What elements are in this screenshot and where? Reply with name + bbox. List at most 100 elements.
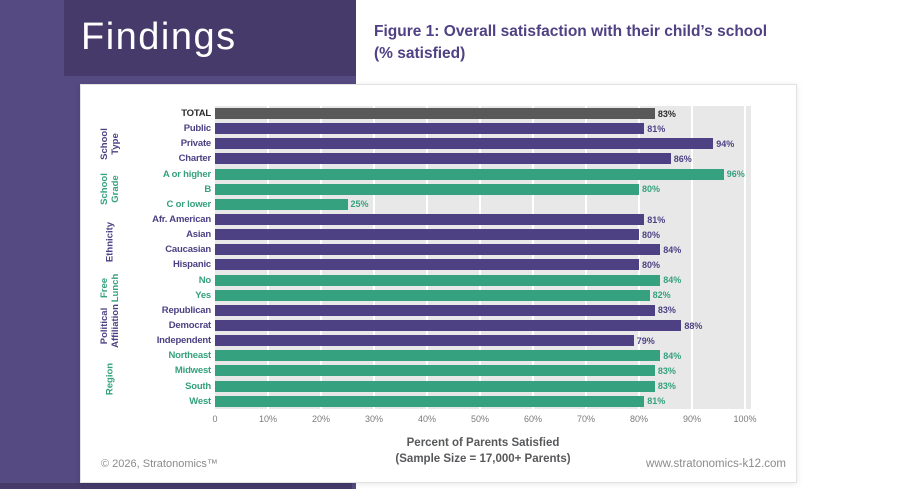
bar-value: 25%	[350, 199, 369, 210]
gridline	[267, 106, 269, 409]
bar-value: 81%	[647, 123, 666, 134]
row-label: TOTAL	[181, 108, 211, 120]
tick-label: 0	[212, 414, 218, 424]
figure-title: Figure 1: Overall satisfaction with thei…	[374, 23, 768, 62]
chart-row: Republican 83%	[141, 303, 751, 318]
group-rows: Republican 83% Democrat 88% Independent 79%	[141, 303, 751, 348]
bar-track: 81%	[215, 121, 751, 136]
bar	[215, 153, 671, 165]
row-label: Northeast	[168, 350, 211, 362]
bar-value: 96%	[726, 169, 745, 180]
section-title: Findings	[81, 15, 237, 58]
bar-track: 86%	[215, 151, 751, 166]
group-label: Free Lunch	[99, 273, 121, 302]
bar-value: 82%	[652, 290, 671, 301]
bar-value: 80%	[642, 259, 661, 270]
group-label: School Grade	[99, 173, 121, 206]
bar	[215, 168, 724, 180]
gridline	[744, 106, 746, 409]
row-label: West	[189, 395, 211, 407]
bar	[215, 198, 348, 210]
bar-track: 84%	[215, 242, 751, 257]
gridline	[638, 106, 640, 409]
bar-track: 82%	[215, 288, 751, 303]
bar-value: 80%	[642, 229, 661, 240]
row-label: Yes	[195, 289, 211, 301]
bar-track: 81%	[215, 212, 751, 227]
bar	[215, 123, 645, 135]
row-label: No	[198, 274, 211, 286]
group-label: School Type	[99, 128, 121, 160]
bar	[215, 259, 639, 271]
row-label: Charter	[178, 153, 212, 165]
bar-value: 80%	[642, 184, 661, 195]
bar-value: 83%	[657, 305, 676, 316]
chart-row: Charter 86%	[141, 151, 751, 166]
chart-group: TOTAL 83%	[81, 106, 751, 121]
bar-value: 84%	[663, 244, 682, 255]
gridline	[585, 106, 587, 409]
tick-label: 80%	[629, 414, 649, 424]
group-label: Ethnicity	[104, 222, 116, 263]
bar	[215, 350, 661, 362]
row-label: Midwest	[174, 365, 211, 377]
bar-value: 83%	[657, 108, 676, 119]
group-rows: No 84% Yes 82%	[141, 273, 751, 303]
chart-row: B 80%	[141, 182, 751, 197]
chart-row: Caucasian 84%	[141, 242, 751, 257]
bar-value: 88%	[684, 320, 703, 331]
bar	[215, 365, 655, 377]
gridline	[479, 106, 481, 409]
chart-group: Free Lunch No 84% Yes 82%	[81, 273, 751, 303]
gridline	[691, 106, 693, 409]
gridline	[373, 106, 375, 409]
bar-value: 83%	[657, 381, 676, 392]
chart-row: Public 81%	[141, 121, 751, 136]
chart-card: TOTAL 83% School Type Public 81% Private 94% Ch…	[80, 84, 797, 483]
chart-row: No 84%	[141, 273, 751, 288]
row-label: Asian	[186, 229, 211, 241]
group-label-cell: School Grade	[81, 167, 141, 212]
bar-value: 83%	[657, 365, 676, 376]
tick-label: 40%	[417, 414, 437, 424]
tick-label: 100%	[733, 414, 757, 424]
chart-row: Private 94%	[141, 136, 751, 151]
chart-row: Afr. American 81%	[141, 212, 751, 227]
bar	[215, 380, 655, 392]
bar-value: 81%	[647, 396, 666, 407]
chart-group: School Grade A or higher 96% B 80% C or lower…	[81, 167, 751, 212]
chart-group: School Type Public 81% Private 94% Charter 86%	[81, 121, 751, 166]
bar-value: 79%	[636, 335, 655, 346]
chart-row: Independent 79%	[141, 333, 751, 348]
group-label-cell: Free Lunch	[81, 273, 141, 303]
bar	[215, 138, 714, 150]
bar	[215, 229, 639, 241]
bar-value: 94%	[716, 138, 735, 149]
row-label: Private	[180, 138, 211, 150]
group-label-cell: Political Affiliation	[81, 303, 141, 348]
group-rows: Northeast 84% Midwest 83% South 83% West 81%	[141, 348, 751, 409]
group-label-cell: School Type	[81, 121, 141, 166]
bar-value: 86%	[673, 153, 692, 164]
group-label-cell	[81, 106, 141, 121]
bar-track: 81%	[215, 394, 751, 409]
chart-group: Region Northeast 84% Midwest 83% South 83% West…	[81, 348, 751, 409]
chart-row: South 83%	[141, 379, 751, 394]
bar-track: 84%	[215, 348, 751, 363]
x-axis-title-line1: Percent of Parents Satisfied	[406, 437, 560, 449]
bar-track: 80%	[215, 227, 751, 242]
bar-track: 80%	[215, 257, 751, 272]
bottom-accent-bar	[0, 483, 352, 489]
row-label: Republican	[161, 304, 211, 316]
bar	[215, 304, 655, 316]
bar-track: 83%	[215, 363, 751, 378]
row-label: Afr. American	[152, 214, 211, 226]
group-label-cell: Ethnicity	[81, 212, 141, 273]
tick-label: 10%	[258, 414, 278, 424]
gridline	[532, 106, 534, 409]
bar-value: 84%	[663, 275, 682, 286]
tick-label: 30%	[364, 414, 384, 424]
bar	[215, 108, 655, 120]
tick-label: 60%	[523, 414, 543, 424]
row-label: B	[204, 183, 211, 195]
